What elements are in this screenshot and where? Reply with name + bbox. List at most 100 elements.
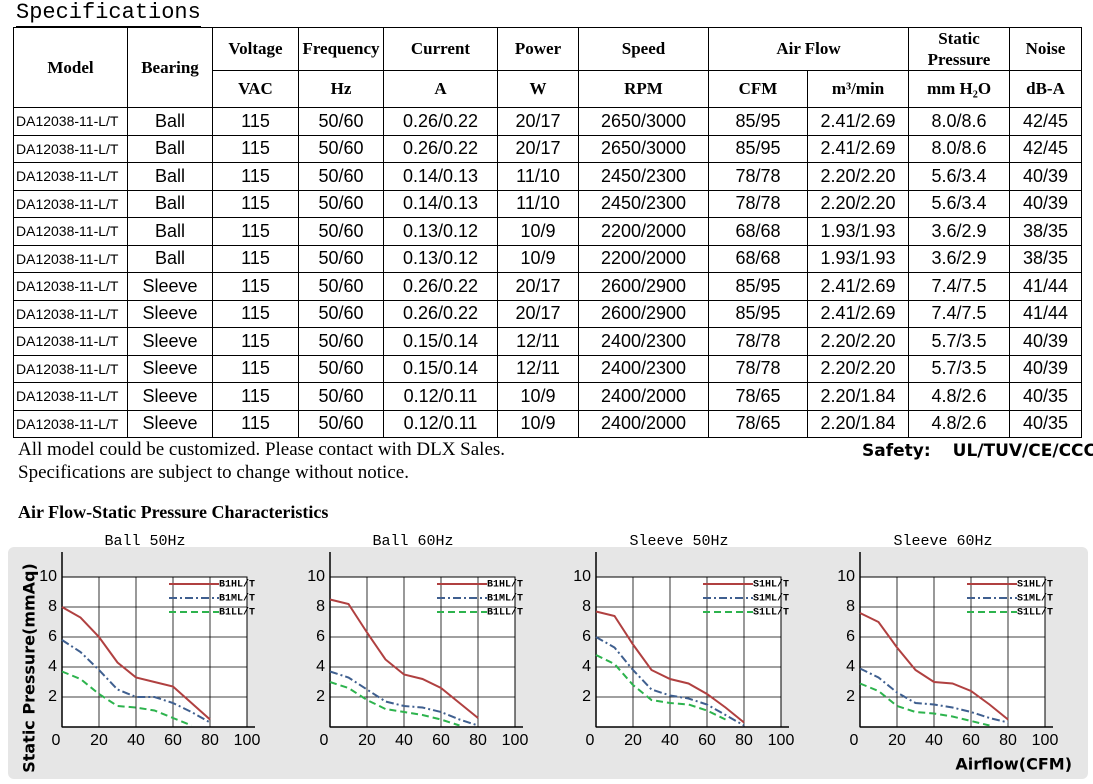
y-tick-label: 6	[582, 628, 591, 645]
table-cell: 78/78	[708, 162, 808, 191]
safety-value: UL/TUV/CE/CCC	[952, 441, 1093, 461]
table-cell: 78/65	[708, 409, 808, 438]
table-row: DA12038-11-L/T Ball 115 50/60 0.14/0.13 11/10…	[13, 189, 1082, 218]
table-cell: 10/9	[497, 409, 579, 438]
y-tick-label: 10	[307, 568, 325, 585]
table-cell: 115	[212, 217, 299, 246]
table-cell: 50/60	[298, 299, 384, 328]
series-line	[329, 598, 479, 719]
table-cell: DA12038-11-L/T	[13, 189, 128, 218]
table-cell: 2400/2000	[578, 382, 709, 411]
legend-label: S1LL/T	[753, 607, 789, 619]
y-tick-label: 10	[39, 568, 57, 585]
table-cell: Sleeve	[127, 272, 213, 301]
table-cell: 5.7/3.5	[908, 327, 1010, 356]
header-cell: Noise	[1009, 27, 1082, 71]
series-line	[595, 636, 745, 727]
table-cell: 0.13/0.12	[383, 244, 498, 273]
table-cell: DA12038-11-L/T	[13, 382, 128, 411]
table-cell: 115	[212, 272, 299, 301]
unit-cell: CFM	[708, 70, 808, 108]
table-cell: DA12038-11-L/T	[13, 244, 128, 273]
y-tick-label: 10	[837, 568, 855, 585]
table-cell: 38/35	[1009, 244, 1082, 273]
table-cell: 2200/2000	[578, 244, 709, 273]
table-cell: Ball	[127, 244, 213, 273]
table-cell: 0.26/0.22	[383, 272, 498, 301]
x-tick-label: 20	[90, 732, 108, 749]
table-cell: 85/95	[708, 134, 808, 163]
legend-label: S1ML/T	[753, 593, 789, 605]
table-cell: 0.15/0.14	[383, 327, 498, 356]
note: Specifications are subject to change wit…	[18, 462, 409, 483]
y-tick-label: 10	[573, 568, 591, 585]
table-cell: 115	[212, 327, 299, 356]
unit-cell: m³/min	[807, 70, 909, 108]
chart-title: Ball 60Hz	[372, 533, 453, 550]
unit-cell: VAC	[212, 70, 299, 108]
table-cell: 5.7/3.5	[908, 354, 1010, 383]
x-tick-label: 40	[127, 732, 145, 749]
table-cell: 115	[212, 162, 299, 191]
table-cell: 42/45	[1009, 107, 1082, 136]
x-tick-label: 80	[201, 732, 219, 749]
series-line	[61, 639, 211, 724]
table-cell: 85/95	[708, 272, 808, 301]
header-cell: Current	[383, 27, 498, 71]
table-cell: 20/17	[497, 107, 579, 136]
table-cell: 0.13/0.12	[383, 217, 498, 246]
legend-label: S1LL/T	[1017, 607, 1053, 619]
y-axis-label: Static Pressure(mmAq)	[20, 563, 39, 773]
table-cell: 40/35	[1009, 409, 1082, 438]
table-cell: 50/60	[298, 162, 384, 191]
spec-table: Model Bearing Voltage Frequency Current Power…	[13, 27, 1082, 438]
legend-label: B1ML/T	[219, 593, 255, 605]
header-row: Model Bearing Voltage Frequency Current Power…	[13, 27, 1082, 108]
table-cell: 2450/2300	[578, 189, 709, 218]
table-cell: Sleeve	[127, 409, 213, 438]
header-cell: Air Flow	[708, 27, 909, 71]
table-cell: 115	[212, 409, 299, 438]
safety-label: Safety:	[862, 441, 931, 461]
header-cell: Voltage	[212, 27, 299, 71]
unit-cell: W	[497, 70, 579, 108]
table-cell: 38/35	[1009, 217, 1082, 246]
plot-area	[61, 576, 248, 728]
table-cell: 2.41/2.69	[807, 272, 909, 301]
x-tick-label: 100	[502, 732, 529, 749]
table-cell: 2650/3000	[578, 134, 709, 163]
note: All model could be customized. Please co…	[18, 439, 506, 460]
table-cell: 115	[212, 107, 299, 136]
table-cell: 0.15/0.14	[383, 354, 498, 383]
unit-cell: A	[383, 70, 498, 108]
table-cell: DA12038-11-L/T	[13, 354, 128, 383]
table-cell: Sleeve	[127, 354, 213, 383]
legend-label: S1HL/T	[753, 579, 789, 591]
table-cell: 3.6/2.9	[908, 244, 1010, 273]
x-tick-label: 20	[888, 732, 906, 749]
y-tick-label: 2	[316, 688, 325, 705]
x-tick-label: 80	[999, 732, 1017, 749]
table-cell: 2600/2900	[578, 299, 709, 328]
x-tick-label: 0	[850, 732, 859, 749]
table-cell: 2.20/2.20	[807, 354, 909, 383]
table-cell: 78/65	[708, 382, 808, 411]
series-line	[61, 606, 211, 721]
table-cell: 0.26/0.22	[383, 299, 498, 328]
header-cell: Static Pressure	[908, 27, 1010, 71]
unit-row: VAC Hz A W RPM CFM m³/min mm H₂O dB-A	[14, 70, 1082, 108]
table-row: DA12038-11-L/T Ball 115 50/60 0.13/0.12 10/9 2…	[13, 217, 1082, 246]
legend-label: B1LL/T	[487, 607, 523, 619]
x-tick-label: 100	[234, 732, 261, 749]
table-cell: 12/11	[497, 354, 579, 383]
table-cell: 1.93/1.93	[807, 217, 909, 246]
table-row: DA12038-11-L/T Sleeve 115 50/60 0.26/0.22 20/…	[13, 272, 1082, 301]
x-tick-label: 0	[320, 732, 329, 749]
table-cell: 10/9	[497, 244, 579, 273]
table-cell: 41/44	[1009, 299, 1082, 328]
legend-label: S1ML/T	[1017, 593, 1053, 605]
chart-title: Ball 50Hz	[104, 533, 185, 550]
table-cell: 40/35	[1009, 382, 1082, 411]
table-cell: 78/78	[708, 189, 808, 218]
